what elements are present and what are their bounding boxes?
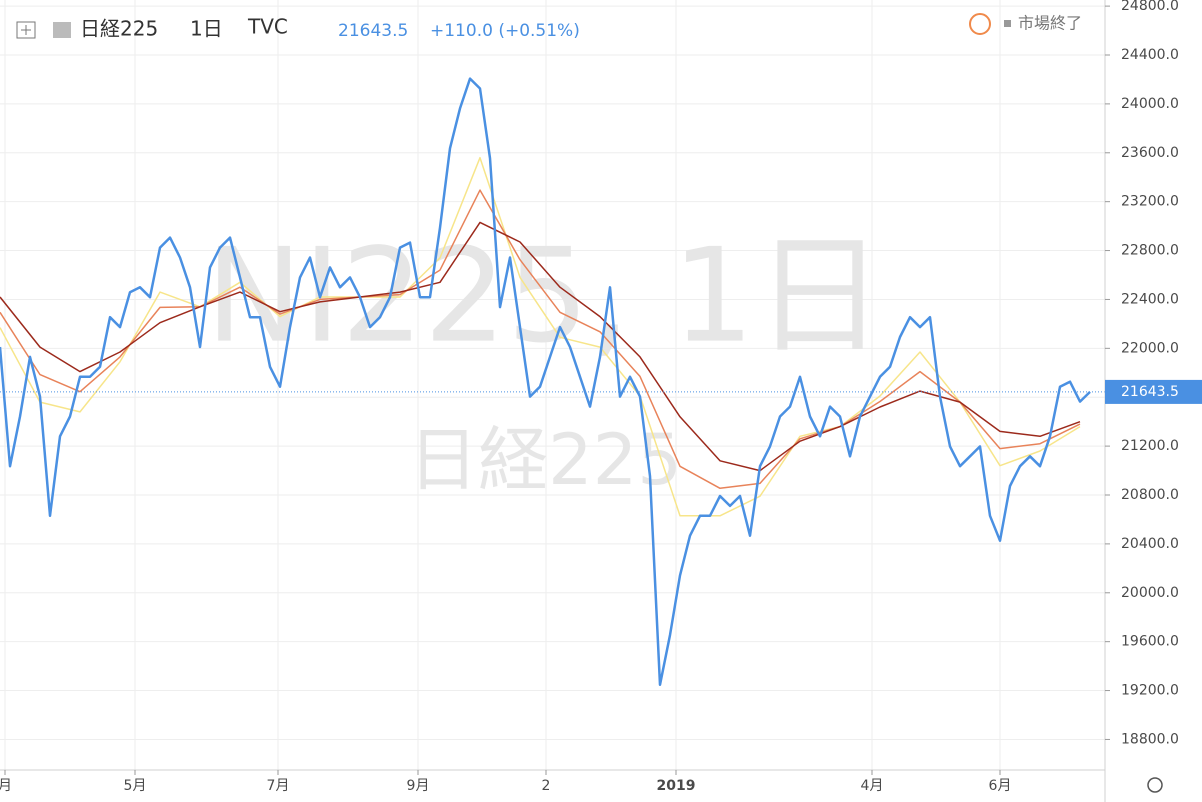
symbol: 日経225 [80, 17, 158, 41]
x-tick-label: 月 [0, 778, 12, 794]
last-value: 21643.5 [338, 21, 408, 41]
y-tick-label: 22400.0 [1121, 291, 1179, 307]
interval: 1日 [190, 17, 223, 41]
plot [0, 77, 1105, 687]
last-value-box [1105, 379, 1202, 404]
last-value-label: 21643.5 [1121, 384, 1179, 400]
y-tick-label: 19200.0 [1121, 683, 1179, 699]
y-tick-label: 23200.0 [1121, 194, 1179, 210]
y-tick-label: 21200.0 [1121, 438, 1179, 454]
y-tick-label: 22000.0 [1121, 340, 1179, 356]
watermark: NI225, 1日 [205, 220, 884, 372]
y-tick-label: 19600.0 [1121, 634, 1179, 650]
x-tick-label: 7月 [267, 778, 290, 794]
change: +110.0 (+0.51%) [430, 21, 580, 41]
y-tick-label: 22800.0 [1121, 243, 1179, 259]
icon[interactable] [53, 22, 71, 38]
y-tick-label: 24400.0 [1121, 47, 1179, 63]
y-tick-label: 20800.0 [1121, 487, 1179, 503]
watermark-sub: 日経225 [408, 419, 682, 501]
status: 市場終了 [1018, 14, 1082, 33]
series-line [0, 221, 1081, 472]
alert-icon[interactable] [969, 13, 991, 35]
y-tick-label: 24800.0 [1121, 0, 1179, 14]
x-tick-label: 5月 [124, 778, 147, 794]
status-dot [1004, 20, 1011, 27]
x-tick-label: 6月 [989, 778, 1012, 794]
settings-icon[interactable] [1147, 777, 1163, 793]
header: 日経225 1日 TVC 21643.5 +110.0 (+0.51%) 市場終… [16, 13, 1163, 793]
y-tick-label: 23600.0 [1121, 145, 1179, 161]
y-tick-label: 18800.0 [1121, 731, 1179, 747]
icon[interactable] [16, 21, 36, 39]
y-tick-label: 20400.0 [1121, 536, 1179, 552]
x-tick-label: 2019 [657, 778, 696, 794]
x-tick-label: 9月 [407, 778, 430, 794]
x-tick-label: 4月 [861, 778, 884, 794]
series-line [0, 77, 1091, 687]
y-tick-label: 24000.0 [1121, 96, 1179, 112]
series-line [0, 156, 1081, 517]
y-tick-label: 20000.0 [1121, 585, 1179, 601]
icon [21, 25, 31, 35]
series-line [0, 189, 1081, 490]
exchange[interactable]: TVC [247, 15, 288, 39]
x-tick-label: 2 [542, 778, 551, 794]
grid [0, 0, 1105, 770]
